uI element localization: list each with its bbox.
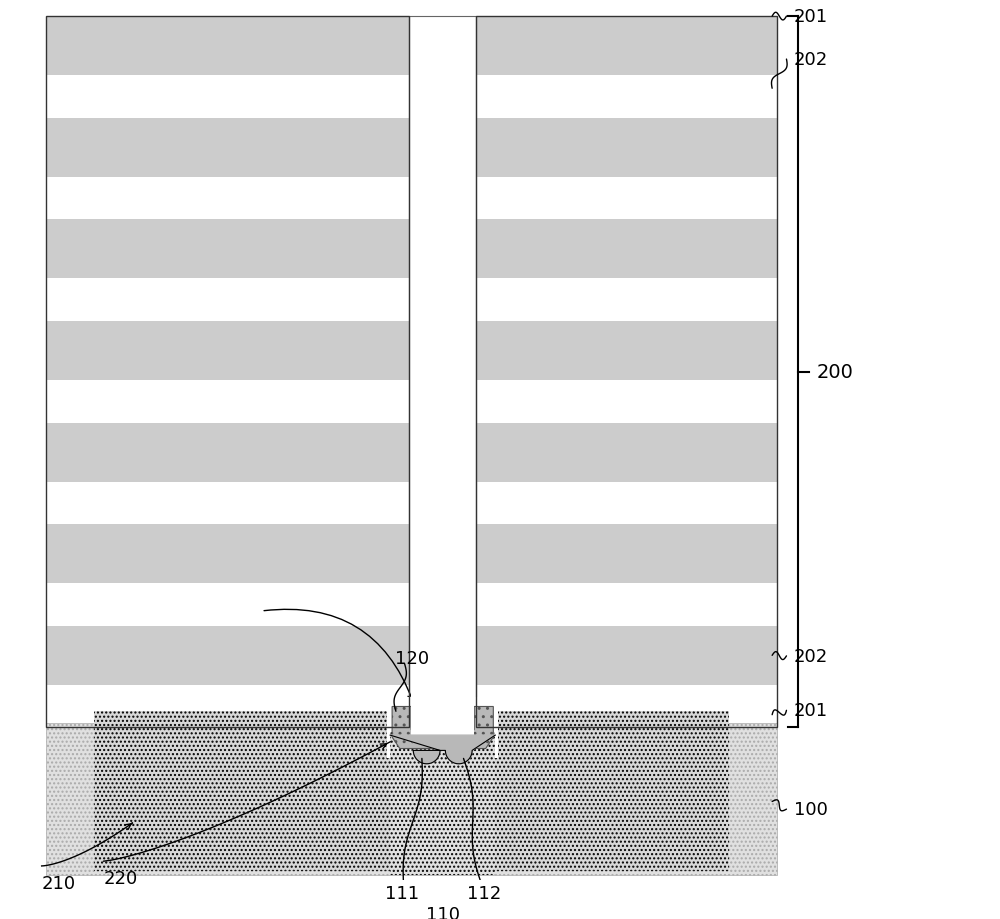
Bar [476, 221, 777, 279]
Text: 201: 201 [794, 701, 828, 720]
Text: 202: 202 [794, 647, 828, 665]
Bar [46, 76, 409, 119]
PathPatch shape [392, 707, 493, 749]
Bar [476, 322, 777, 380]
Bar [476, 17, 777, 76]
Bar [46, 723, 777, 876]
Bar [46, 17, 409, 76]
Text: 120: 120 [395, 649, 429, 667]
Bar [46, 119, 409, 177]
Bar [46, 423, 409, 482]
Bar [476, 17, 777, 728]
Bar [46, 626, 409, 685]
Text: 100: 100 [794, 800, 828, 818]
Bar [476, 423, 777, 482]
Bar [46, 322, 409, 380]
Text: 210: 210 [42, 874, 76, 891]
Bar [46, 279, 409, 322]
Bar [476, 177, 777, 221]
Bar [46, 17, 409, 728]
Bar [46, 221, 409, 279]
Bar [411, 659, 474, 737]
Text: 112: 112 [467, 884, 501, 902]
Bar [94, 711, 729, 871]
Bar [46, 584, 409, 626]
Bar [46, 380, 409, 423]
Bar [46, 525, 409, 584]
Polygon shape [390, 735, 495, 764]
Bar [476, 626, 777, 685]
Text: 200: 200 [817, 363, 854, 382]
Bar [387, 698, 498, 758]
Bar [476, 76, 777, 119]
Bar [409, 17, 476, 728]
Bar [476, 279, 777, 322]
Text: 201: 201 [794, 8, 828, 26]
Text: 220: 220 [104, 868, 138, 887]
Bar [46, 177, 409, 221]
Text: 202: 202 [794, 51, 828, 69]
Bar [46, 482, 409, 525]
Bar [390, 732, 495, 876]
Bar [476, 685, 777, 728]
Bar [476, 380, 777, 423]
Text: 111: 111 [385, 884, 419, 902]
Bar [476, 525, 777, 584]
Text: 110: 110 [426, 904, 460, 919]
Bar [476, 119, 777, 177]
Bar [476, 482, 777, 525]
Bar [46, 685, 409, 728]
Bar [476, 584, 777, 626]
